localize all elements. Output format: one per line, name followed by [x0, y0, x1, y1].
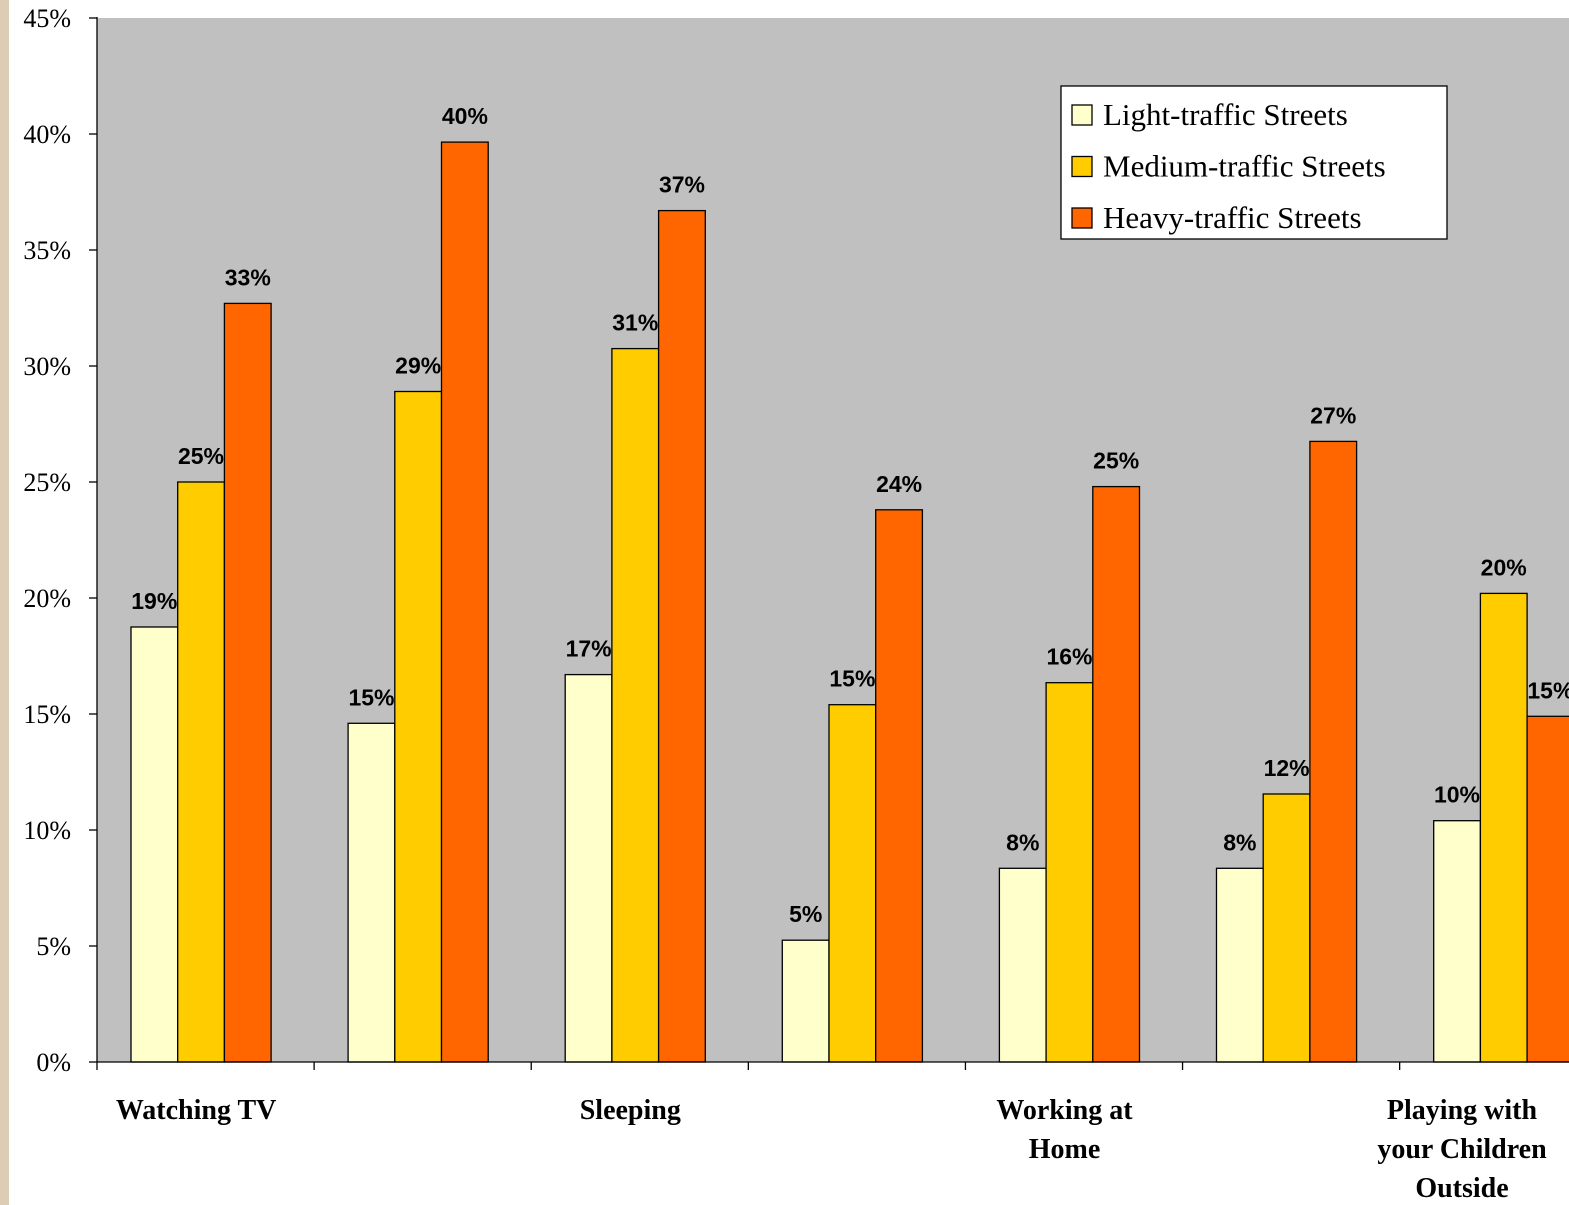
bar-light-traffic-streets-1: [347, 722, 396, 1063]
bar-medium-traffic-streets-5: [1262, 793, 1311, 1063]
category-label-0: Watching TV: [116, 1095, 277, 1126]
y-tick-label: 25%: [23, 468, 71, 497]
data-label-heavy-traffic-streets-3: 24%: [876, 471, 922, 497]
category-label-2: Sleeping: [580, 1095, 681, 1126]
bar-heavy-traffic-streets-6: [1526, 715, 1569, 1063]
category-label-4: Working at Home: [996, 1095, 1133, 1165]
data-label-medium-traffic-streets-6: 20%: [1481, 554, 1527, 580]
data-label-heavy-traffic-streets-0: 33%: [225, 264, 271, 290]
category-labels-group: Watching TV Sleeping Working at Home Playing…: [116, 1095, 1547, 1204]
bar-heavy-traffic-streets-4: [1092, 485, 1141, 1063]
bar-heavy-traffic-streets-2: [657, 209, 706, 1063]
data-label-light-traffic-streets-2: 17%: [566, 636, 612, 662]
data-label-heavy-traffic-streets-1: 40%: [442, 103, 488, 129]
legend-swatch-heavy-traffic-streets: [1071, 207, 1093, 229]
bar-light-traffic-streets-2: [564, 673, 613, 1063]
bar-heavy-traffic-streets-1: [440, 141, 489, 1063]
legend-swatch-light-traffic-streets: [1071, 104, 1093, 126]
y-tick-label: 45%: [23, 4, 71, 33]
y-tick-label: 15%: [23, 700, 71, 729]
y-tick-label: 20%: [23, 584, 71, 613]
data-label-light-traffic-streets-4: 8%: [1006, 829, 1039, 855]
data-label-heavy-traffic-streets-6: 15%: [1527, 677, 1569, 703]
bar-light-traffic-streets-6: [1433, 820, 1482, 1063]
bar-heavy-traffic-streets-0: [223, 302, 272, 1063]
data-label-light-traffic-streets-3: 5%: [789, 901, 822, 927]
left-margin-strip: [0, 0, 9, 1205]
data-label-medium-traffic-streets-4: 16%: [1046, 644, 1092, 670]
data-label-light-traffic-streets-6: 10%: [1434, 782, 1480, 808]
bar-heavy-traffic-streets-3: [875, 509, 924, 1063]
legend-label-medium-traffic-streets: Medium-traffic Streets: [1103, 149, 1386, 184]
data-label-heavy-traffic-streets-5: 27%: [1310, 402, 1356, 428]
data-label-medium-traffic-streets-5: 12%: [1264, 755, 1310, 781]
y-tick-label: 5%: [36, 932, 71, 961]
data-label-light-traffic-streets-1: 15%: [348, 684, 394, 710]
y-tick-label: 0%: [36, 1048, 71, 1077]
y-tick-label: 10%: [23, 816, 71, 845]
bars-group: [130, 141, 1569, 1063]
data-label-light-traffic-streets-5: 8%: [1223, 829, 1256, 855]
data-label-medium-traffic-streets-0: 25%: [178, 443, 224, 469]
legend-label-heavy-traffic-streets: Heavy-traffic Streets: [1103, 200, 1362, 235]
data-label-medium-traffic-streets-3: 15%: [829, 666, 875, 692]
y-tick-label: 40%: [23, 120, 71, 149]
legend-label-light-traffic-streets: Light-traffic Streets: [1103, 97, 1348, 132]
y-tick-label: 35%: [23, 236, 71, 265]
bar-heavy-traffic-streets-5: [1309, 440, 1358, 1063]
data-label-medium-traffic-streets-2: 31%: [612, 310, 658, 336]
data-label-heavy-traffic-streets-2: 37%: [659, 172, 705, 198]
bar-medium-traffic-streets-6: [1479, 592, 1528, 1063]
bar-light-traffic-streets-0: [130, 626, 179, 1063]
bar-medium-traffic-streets-2: [611, 347, 660, 1063]
bar-medium-traffic-streets-1: [394, 390, 443, 1063]
legend: Light-traffic Streets Medium-traffic Stre…: [1060, 85, 1448, 240]
category-label-6: Playing with your Children Outside: [1377, 1095, 1547, 1204]
bar-medium-traffic-streets-4: [1045, 682, 1094, 1063]
legend-swatch-medium-traffic-streets: [1071, 155, 1093, 178]
data-label-medium-traffic-streets-1: 29%: [395, 353, 441, 379]
data-labels-group: 19% 25% 33% 15% 29% 40% 17% 31% 37% 5% 15% 24% 8% 16%…: [131, 103, 1569, 927]
bar-light-traffic-streets-5: [1215, 867, 1264, 1063]
data-label-light-traffic-streets-0: 19%: [131, 588, 177, 614]
bar-medium-traffic-streets-0: [177, 481, 226, 1063]
bar-medium-traffic-streets-3: [828, 704, 877, 1063]
bar-light-traffic-streets-4: [998, 867, 1047, 1063]
axes-group: 0% 5% 10% 15% 20% 25% 30% 35% 40% 45%: [23, 4, 1569, 1077]
bar-light-traffic-streets-3: [781, 939, 830, 1063]
y-tick-label: 30%: [23, 352, 71, 381]
legend-box: [1060, 85, 1448, 240]
data-label-heavy-traffic-streets-4: 25%: [1093, 448, 1139, 474]
